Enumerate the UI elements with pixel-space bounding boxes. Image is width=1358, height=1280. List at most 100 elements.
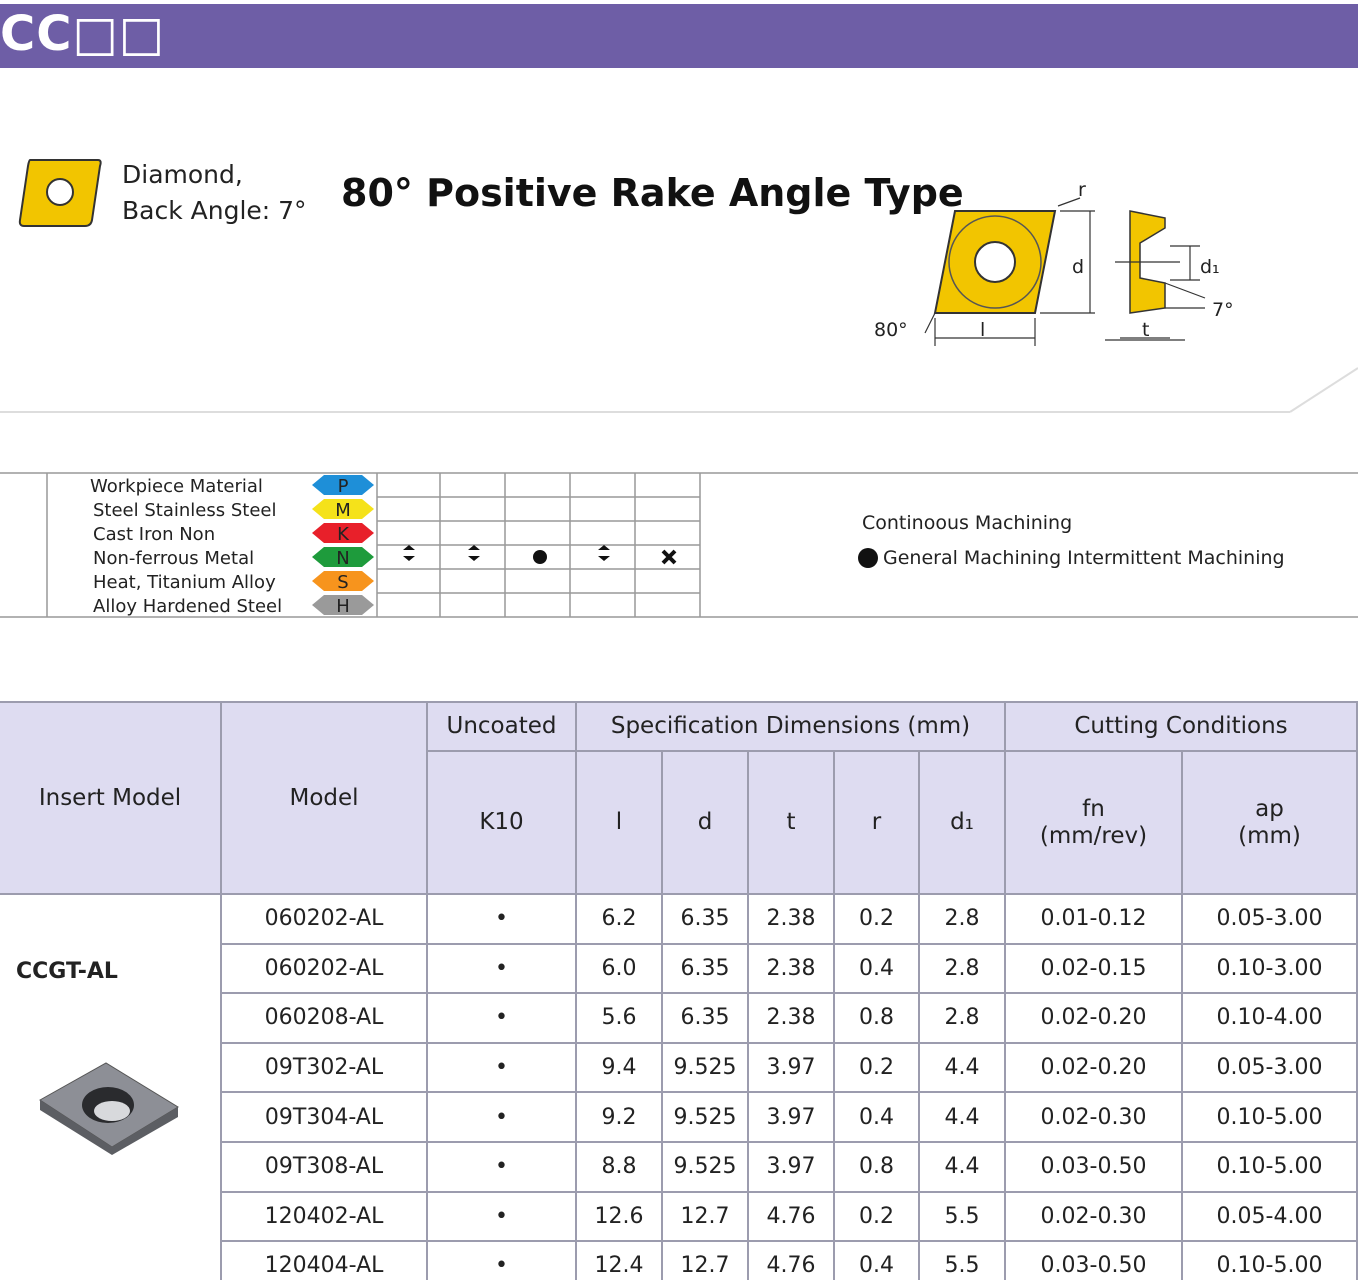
material-badge bbox=[312, 475, 374, 495]
data-cell: • bbox=[428, 1192, 577, 1243]
insert-drawing bbox=[948, 215, 1042, 309]
legend-text: General Machining Intermittent Machining bbox=[883, 547, 1285, 569]
header-cell: Model bbox=[222, 703, 428, 895]
data-cell: 0.8 bbox=[835, 1143, 920, 1193]
suitability-icons bbox=[403, 545, 878, 568]
data-cell: 3.97 bbox=[749, 1093, 835, 1143]
type-heading: 80° Positive Rake Angle Type bbox=[341, 171, 964, 215]
header-cell: Specification Dimensions (mm) bbox=[577, 703, 1006, 752]
legend-text: Continoous Machining bbox=[862, 512, 1072, 534]
data-cell: 9.2 bbox=[577, 1093, 663, 1143]
data-cell: 4.4 bbox=[920, 1143, 1006, 1193]
material-badge bbox=[312, 547, 374, 567]
data-cell: 6.2 bbox=[577, 895, 663, 945]
material-label: Cast Iron Non bbox=[93, 524, 215, 545]
data-cell: • bbox=[428, 1242, 577, 1280]
data-cell: 6.35 bbox=[663, 895, 749, 945]
data-cell: 3.97 bbox=[749, 1143, 835, 1193]
data-cell: 4.4 bbox=[920, 1093, 1006, 1143]
data-cell: 0.02-0.20 bbox=[1006, 1043, 1183, 1094]
data-cell: 0.10-5.00 bbox=[1183, 1242, 1358, 1280]
data-cell: 9.4 bbox=[577, 1043, 663, 1094]
data-cell: 120402-AL bbox=[222, 1192, 428, 1243]
material-code: H bbox=[336, 596, 350, 617]
data-cell: 0.02-0.20 bbox=[1006, 994, 1183, 1044]
data-cell: 0.10-5.00 bbox=[1183, 1093, 1358, 1143]
shape-text: Back Angle: 7° bbox=[122, 196, 307, 225]
data-cell: 3.97 bbox=[749, 1043, 835, 1094]
data-cell: 9.525 bbox=[663, 1093, 749, 1143]
material-code: M bbox=[335, 500, 351, 521]
header-line: ap bbox=[1255, 796, 1284, 823]
dimension-label: l bbox=[980, 319, 985, 341]
dimension-label: r bbox=[1078, 179, 1086, 201]
data-cell: 0.05-3.00 bbox=[1183, 1043, 1358, 1094]
data-cell: 2.8 bbox=[920, 994, 1006, 1044]
page-title: CC□□ bbox=[0, 6, 166, 62]
material-code: S bbox=[337, 572, 348, 593]
data-cell: 060202-AL bbox=[222, 944, 428, 995]
material-label: Workpiece Material bbox=[90, 476, 263, 497]
data-cell: 0.03-0.50 bbox=[1006, 1143, 1183, 1193]
insert-section: Diamond, Back Angle: 7° 80° Positive Rake … bbox=[0, 159, 1358, 413]
data-cell: 120404-AL bbox=[222, 1242, 428, 1280]
data-cell: 09T304-AL bbox=[222, 1093, 428, 1143]
material-label: Heat, Titanium Alloy bbox=[93, 572, 276, 593]
shape-text: Diamond, bbox=[122, 160, 243, 189]
data-cell: 4.76 bbox=[749, 1192, 835, 1243]
data-cell: 0.10-3.00 bbox=[1183, 944, 1358, 995]
material-section: Workpiece Material P Steel Stainless Steel… bbox=[0, 472, 1358, 618]
dimension-label: t bbox=[1142, 319, 1149, 341]
data-cell: 0.8 bbox=[835, 994, 920, 1044]
data-cell: • bbox=[428, 1093, 577, 1143]
data-cell: 6.35 bbox=[663, 994, 749, 1044]
group-label: CCGT-AL bbox=[16, 959, 118, 984]
insert-photo bbox=[39, 1062, 179, 1155]
data-cell: 0.01-0.12 bbox=[1006, 895, 1183, 945]
data-cell: • bbox=[428, 895, 577, 945]
data-cell: 09T308-AL bbox=[222, 1143, 428, 1193]
data-cell: 12.4 bbox=[577, 1242, 663, 1280]
material-code: N bbox=[336, 548, 349, 569]
header-cell: Insert Model bbox=[0, 703, 222, 895]
data-cell: 060208-AL bbox=[222, 994, 428, 1044]
data-cell: 4.76 bbox=[749, 1242, 835, 1280]
data-cell: 6.35 bbox=[663, 944, 749, 995]
data-cell: 8.8 bbox=[577, 1143, 663, 1193]
dimension-label: 80° bbox=[874, 319, 908, 341]
header-cell: Uncoated bbox=[428, 703, 577, 752]
data-cell: • bbox=[428, 994, 577, 1044]
data-cell: 0.4 bbox=[835, 1093, 920, 1143]
material-code: P bbox=[338, 476, 349, 497]
group-cell: CCGT-AL bbox=[0, 895, 222, 1280]
data-cell: 4.4 bbox=[920, 1043, 1006, 1094]
material-badge bbox=[312, 595, 374, 615]
header-cell: r bbox=[835, 752, 920, 895]
header-cell: Cutting Conditions bbox=[1006, 703, 1358, 752]
shape-icon-hole bbox=[46, 178, 74, 206]
material-badge bbox=[312, 571, 374, 591]
header-line: (mm) bbox=[1238, 822, 1301, 849]
data-cell: 5.6 bbox=[577, 994, 663, 1044]
divider bbox=[1289, 367, 1358, 413]
data-cell: 2.8 bbox=[920, 944, 1006, 995]
insert-drawing bbox=[974, 241, 1016, 283]
data-cell: 0.05-3.00 bbox=[1183, 895, 1358, 945]
data-cell: 0.10-5.00 bbox=[1183, 1143, 1358, 1193]
data-cell: 0.4 bbox=[835, 944, 920, 995]
dimension-label: d bbox=[1072, 256, 1084, 278]
data-cell: 0.2 bbox=[835, 895, 920, 945]
data-cell: 12.7 bbox=[663, 1192, 749, 1243]
side-drawing bbox=[1129, 210, 1166, 314]
data-cell: • bbox=[428, 1143, 577, 1193]
dimension-label: 7° bbox=[1212, 299, 1234, 321]
data-cell: 12.6 bbox=[577, 1192, 663, 1243]
data-cell: 6.0 bbox=[577, 944, 663, 995]
header-cell: l bbox=[577, 752, 663, 895]
data-cell: 0.03-0.50 bbox=[1006, 1242, 1183, 1280]
header-line: (mm/rev) bbox=[1039, 822, 1148, 849]
data-cell: 0.02-0.30 bbox=[1006, 1192, 1183, 1243]
data-cell: 0.4 bbox=[835, 1242, 920, 1280]
header-cell: fn (mm/rev) bbox=[1006, 752, 1183, 895]
